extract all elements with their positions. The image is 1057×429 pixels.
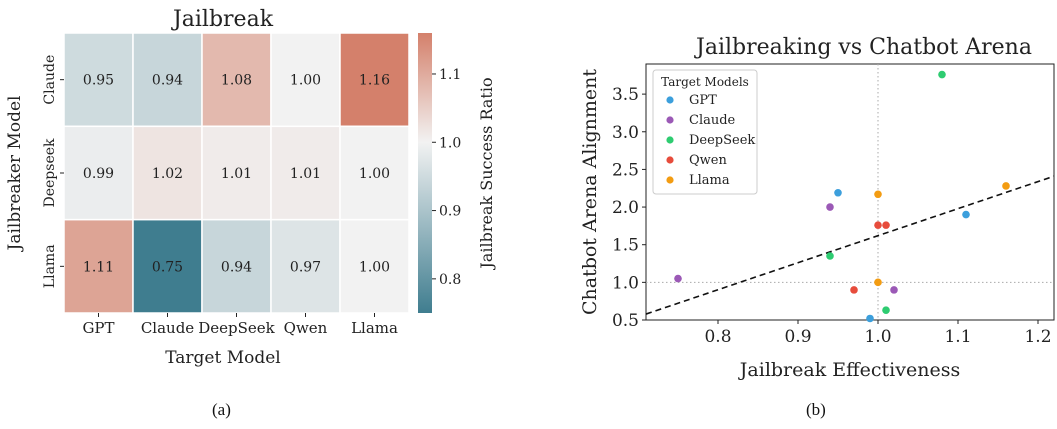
heatmap-cell xyxy=(132,32,203,128)
heatmap-x-tick-label: Llama xyxy=(351,319,398,337)
legend-items: GPT Claude DeepSeek Qwen Llama xyxy=(666,93,755,188)
scatter-y-tick-labels: 0.5 1.0 1.5 2.0 2.5 3.0 3.5 xyxy=(612,85,646,331)
scatter-x-tick-label: 1.2 xyxy=(1024,327,1051,347)
scatter-point-claude xyxy=(674,274,682,283)
legend-marker-llama xyxy=(666,176,674,184)
scatter-y-tick-label: 3.0 xyxy=(612,123,639,143)
legend-marker-gpt xyxy=(666,96,674,104)
heatmap-cell xyxy=(339,125,410,221)
heatmap-y-tick-label: Llama xyxy=(42,244,58,288)
heatmap-y-tick-label: Claude xyxy=(42,55,58,105)
scatter-point-llama xyxy=(1002,182,1010,190)
heatmap-cell-value: 1.02 xyxy=(152,166,183,182)
legend-frame xyxy=(652,69,758,195)
heatmap-cell-value: 1.00 xyxy=(359,166,390,182)
trend-line-path xyxy=(645,175,1055,315)
scatter-point-deepseek xyxy=(938,70,946,79)
colorbar-gradient xyxy=(418,33,432,313)
heatmap-cells: 0.95 0.94 1.08 1.00 1.16 0.99 1.02 1.01 1.01 1.00… xyxy=(63,32,410,314)
scatter-point-claude xyxy=(890,286,898,294)
legend-label-deepseek: DeepSeek xyxy=(689,133,755,148)
heatmap-x-tick-label: GPT xyxy=(82,319,114,337)
legend-marker-claude xyxy=(666,116,674,124)
scatter-point-gpt xyxy=(866,314,874,323)
heatmap-cell-value: 1.01 xyxy=(221,166,252,182)
heatmap-cell xyxy=(201,125,272,221)
colorbar: 0.8 0.9 1.0 1.1 Jailbreak Success Ratio xyxy=(418,33,496,313)
heatmap-cell-value: 1.08 xyxy=(221,73,252,89)
scatter-point-deepseek xyxy=(826,252,834,260)
colorbar-ticks: 0.8 0.9 1.0 1.1 xyxy=(432,67,461,288)
heatmap-cell-value: 1.16 xyxy=(359,73,390,89)
caption-a: (a) xyxy=(212,400,231,419)
scatter-x-axis-label: Jailbreak Effectiveness xyxy=(738,359,960,381)
heatmap-chart: Jailbreak 0.95 0.94 1.08 1.00 1.16 0.99 1.02 1.… xyxy=(5,7,496,368)
scatter-title: Jailbreaking vs Chatbot Arena xyxy=(694,35,1032,60)
heatmap-x-tick-label: DeepSeek xyxy=(198,319,275,337)
scatter-point-llama xyxy=(874,278,882,287)
heatmap-cell-value: 0.97 xyxy=(290,259,321,275)
scatter-x-tick-labels: 0.8 0.9 1.0 1.1 1.2 xyxy=(704,320,1052,347)
legend-label-llama: Llama xyxy=(689,173,730,188)
heatmap-cell-value: 0.99 xyxy=(83,166,114,182)
legend-title: Target Models xyxy=(661,75,749,89)
colorbar-tick-label: 1.0 xyxy=(439,135,461,151)
scatter-y-axis-label: Chatbot Arena Alignment xyxy=(579,69,601,315)
heatmap-cell-value: 1.11 xyxy=(83,259,114,275)
heatmap-cell xyxy=(132,218,203,314)
caption-b: (b) xyxy=(806,400,826,419)
scatter-point-qwen xyxy=(874,221,882,229)
heatmap-y-tick-label: Deepseek xyxy=(42,138,58,208)
heatmap-x-tick-labels: GPT Claude DeepSeek Qwen Llama xyxy=(82,313,398,337)
heatmap-cell-value: 1.01 xyxy=(290,166,321,182)
scatter-x-tick-label: 0.8 xyxy=(704,327,731,347)
scatter-y-tick-label: 0.5 xyxy=(612,311,639,331)
heatmap-x-axis-label: Target Model xyxy=(165,348,280,368)
legend: Target Models GPT Claude DeepSeek Qwen Llama xyxy=(652,69,758,195)
heatmap-title: Jailbreak xyxy=(171,7,274,32)
heatmap-cell xyxy=(201,32,272,128)
heatmap-cell xyxy=(270,218,341,314)
scatter-point-qwen xyxy=(850,286,858,294)
legend-marker-qwen xyxy=(666,156,674,164)
heatmap-x-tick-label: Claude xyxy=(141,319,194,337)
colorbar-tick-label: 1.1 xyxy=(439,67,461,83)
heatmap-cell-value: 1.00 xyxy=(290,73,321,89)
scatter-x-tick-label: 0.9 xyxy=(784,327,811,347)
heatmap-cell-value: 0.94 xyxy=(221,259,252,275)
scatter-point-qwen xyxy=(882,221,890,229)
scatter-y-tick-label: 2.5 xyxy=(612,160,639,180)
heatmap-y-axis-label: Jailbreaker Model xyxy=(5,96,25,253)
heatmap-x-tick-label: Qwen xyxy=(284,319,328,337)
heatmap-cell-value: 0.95 xyxy=(83,73,114,89)
scatter-x-tick-label: 1.0 xyxy=(864,327,891,347)
scatter-point-gpt xyxy=(834,188,842,197)
scatter-point-llama xyxy=(874,190,882,199)
scatter-point-claude xyxy=(826,203,834,211)
scatter-point-deepseek xyxy=(882,306,890,315)
scatter-x-tick-label: 1.1 xyxy=(944,327,971,347)
legend-marker-deepseek xyxy=(666,136,674,144)
heatmap-cell-value: 0.75 xyxy=(152,259,183,275)
heatmap-cell-value: 1.00 xyxy=(359,259,390,275)
scatter-y-tick-label: 1.5 xyxy=(612,236,639,256)
scatter-points xyxy=(674,70,1010,323)
scatter-y-tick-label: 3.5 xyxy=(612,85,639,105)
scatter-point-gpt xyxy=(962,210,970,219)
legend-label-qwen: Qwen xyxy=(689,153,727,168)
scatter-plot-area xyxy=(645,63,1055,321)
scatter-chart: Jailbreaking vs Chatbot Arena 0.8 0.9 1.0 1… xyxy=(579,35,1055,381)
colorbar-tick-label: 0.9 xyxy=(439,204,461,220)
legend-label-claude: Claude xyxy=(689,113,736,128)
scatter-y-tick-label: 1.0 xyxy=(612,273,639,293)
heatmap-cell xyxy=(63,32,134,128)
colorbar-tick-label: 0.8 xyxy=(439,272,461,288)
heatmap-cell-value: 0.94 xyxy=(152,73,183,89)
heatmap-y-tick-labels: Claude Deepseek Llama xyxy=(42,55,64,288)
colorbar-label: Jailbreak Success Ratio xyxy=(477,77,496,270)
trend-line xyxy=(645,175,1055,315)
scatter-y-tick-label: 2.0 xyxy=(612,198,639,218)
legend-label-gpt: GPT xyxy=(689,93,717,108)
